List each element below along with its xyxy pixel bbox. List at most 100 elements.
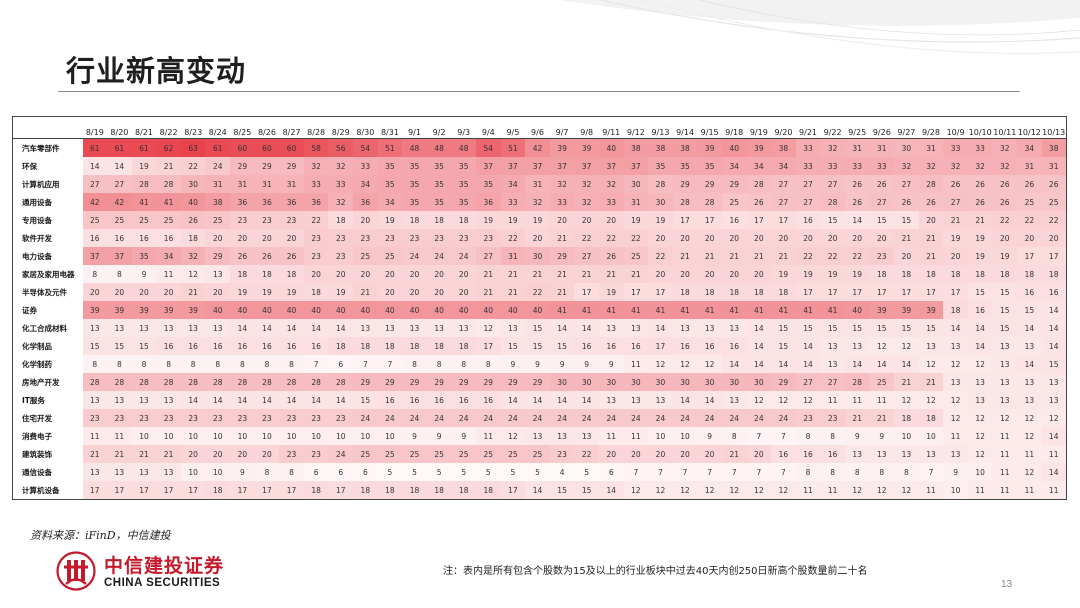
heatmap-cell: 31 [869, 138, 895, 157]
heatmap-cell: 14 [1041, 427, 1067, 445]
heatmap-cell: 7 [623, 463, 649, 481]
heatmap-cell: 22 [992, 211, 1018, 229]
heatmap-cell: 37 [500, 157, 526, 175]
heatmap-cell: 30 [648, 193, 673, 211]
heatmap-cell: 11 [1041, 445, 1067, 463]
heatmap-cell: 25 [377, 247, 403, 265]
heatmap-cell: 27 [795, 373, 821, 391]
table-row: IT服务 13 13 13 13 14 14 14 14 14 14 14 15 16 16 16 16 16 14… [12, 391, 1067, 409]
heatmap-cell: 30 [746, 373, 772, 391]
heatmap-cell: 13 [1017, 391, 1042, 409]
heatmap-cell: 33 [549, 193, 575, 211]
industry-row-label: 通用设备 [12, 193, 83, 211]
date-column-header: 8/21 [131, 116, 157, 139]
heatmap-cell: 19 [279, 283, 304, 301]
heatmap-cell: 31 [205, 175, 231, 193]
heatmap-cell: 20 [402, 265, 427, 283]
heatmap-cell: 14 [328, 319, 354, 337]
heatmap-cell: 35 [648, 157, 673, 175]
heatmap-cell: 20 [377, 265, 403, 283]
heatmap-cell: 19 [131, 157, 157, 175]
heatmap-cell: 9 [500, 355, 526, 373]
heatmap-cell: 12 [894, 337, 919, 355]
heatmap-cell: 23 [303, 409, 329, 427]
heatmap-cell: 15 [771, 319, 796, 337]
heatmap-cell: 8 [795, 427, 821, 445]
heatmap-cell: 13 [180, 319, 206, 337]
heatmap-cell: 10 [672, 427, 698, 445]
heatmap-cell: 32 [574, 193, 599, 211]
heatmap-cell: 12 [869, 337, 895, 355]
heatmap-cell: 29 [500, 373, 526, 391]
heatmap-cell: 29 [451, 373, 476, 391]
table-row: 计算机应用 27 27 28 28 30 31 31 31 31 33 33 34 35 35 35 35 35 3… [12, 175, 1067, 193]
heatmap-cell: 24 [525, 409, 550, 427]
page-number: 13 [1001, 579, 1013, 590]
heatmap-cell: 23 [328, 409, 354, 427]
heatmap-cell: 24 [426, 247, 452, 265]
heatmap-cell: 38 [771, 138, 796, 157]
heatmap-cell: 35 [426, 175, 452, 193]
heatmap-cell: 33 [795, 138, 821, 157]
heatmap-cell: 32 [992, 157, 1018, 175]
heatmap-cell: 54 [476, 138, 501, 157]
heatmap-cell: 18 [943, 265, 968, 283]
date-column-header: 9/4 [476, 116, 501, 139]
heatmap-cell: 16 [476, 391, 501, 409]
heatmap-cell: 32 [180, 247, 206, 265]
heatmap-cell: 40 [402, 301, 427, 319]
heatmap-cell: 13 [549, 427, 575, 445]
heatmap-cell: 33 [303, 175, 329, 193]
heatmap-cell: 18 [402, 211, 427, 229]
heatmap-cell: 15 [1017, 301, 1042, 319]
heatmap-cell: 13 [623, 391, 649, 409]
heatmap-cell: 25 [500, 445, 526, 463]
heatmap-cell: 13 [894, 445, 919, 463]
date-column-header: 9/1 [402, 116, 427, 139]
heatmap-cell: 21 [918, 229, 944, 247]
heatmap-cell: 27 [82, 175, 108, 193]
heatmap-cell: 20 [131, 283, 157, 301]
heatmap-cell: 60 [279, 138, 304, 157]
industry-row-label: 住宅开发 [12, 409, 83, 427]
heatmap-cell: 20 [180, 445, 206, 463]
heatmap-cell: 24 [771, 409, 796, 427]
heatmap-cell: 23 [230, 211, 255, 229]
heatmap-cell: 35 [402, 175, 427, 193]
heatmap-cell: 16 [377, 391, 403, 409]
heatmap-cell: 21 [131, 445, 157, 463]
heatmap-cell: 13 [820, 355, 845, 373]
heatmap-cell: 18 [721, 283, 747, 301]
heatmap-cell: 20 [943, 247, 968, 265]
date-column-header: 10/11 [992, 116, 1018, 139]
heatmap-cell: 6 [328, 463, 354, 481]
heatmap-cell: 18 [451, 337, 476, 355]
heatmap-cell: 14 [254, 319, 280, 337]
heatmap-cell: 20 [303, 265, 329, 283]
heatmap-cell: 35 [476, 175, 501, 193]
heatmap-cell: 21 [549, 229, 575, 247]
heatmap-cell: 14 [328, 391, 354, 409]
heatmap-cell: 22 [1017, 211, 1042, 229]
heatmap-cell: 33 [598, 193, 624, 211]
table-row: 化工合成材料 13 13 13 13 13 13 14 14 14 14 14 13 13 13 13 13 12… [12, 319, 1067, 337]
heatmap-cell: 20 [82, 283, 108, 301]
heatmap-cell: 30 [721, 373, 747, 391]
heatmap-cell: 23 [451, 229, 476, 247]
heatmap-cell: 13 [943, 373, 968, 391]
heatmap-cell: 20 [598, 211, 624, 229]
heatmap-cell: 22 [1041, 211, 1067, 229]
logo-english-name: CHINA SECURITIES [104, 577, 221, 589]
heatmap-cell: 31 [844, 138, 870, 157]
heatmap-cell: 30 [598, 373, 624, 391]
heatmap-cell: 18 [377, 337, 403, 355]
heatmap-cell: 32 [992, 138, 1018, 157]
heatmap-cell: 13 [918, 337, 944, 355]
heatmap-cell: 35 [451, 175, 476, 193]
heatmap-cell: 14 [967, 319, 993, 337]
heatmap-cell: 35 [131, 247, 157, 265]
heatmap-cell: 26 [279, 247, 304, 265]
heatmap-cell: 19 [967, 229, 993, 247]
heatmap-cell: 20 [549, 211, 575, 229]
heatmap-cell: 12 [746, 481, 772, 500]
